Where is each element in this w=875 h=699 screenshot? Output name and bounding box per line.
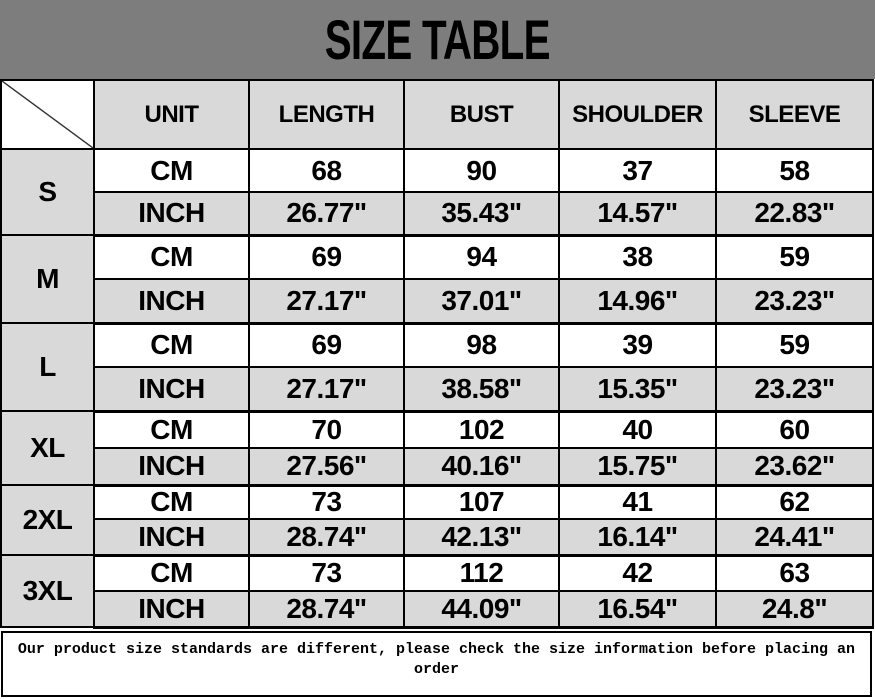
- unit-cell: CM: [93, 234, 250, 280]
- size-label-cell: M: [0, 234, 95, 324]
- value-cell: 35.43": [403, 191, 560, 237]
- value-cell: 15.35": [558, 366, 717, 413]
- value-cell: 102: [403, 410, 560, 449]
- value-cell: 70: [248, 410, 405, 449]
- table-row: XL CM 70 102 40 60: [0, 410, 874, 486]
- unit-cell: INCH: [93, 191, 250, 237]
- size-label-cell: S: [0, 148, 95, 236]
- value-cell: 37.01": [403, 278, 560, 325]
- value-cell: 14.57": [558, 191, 717, 237]
- value-cell: 27.17": [248, 366, 405, 413]
- value-cell: 24.41": [715, 518, 874, 557]
- value-cell: 40.16": [403, 447, 560, 487]
- value-cell: 23.23": [715, 278, 874, 325]
- corner-diagonal-cell: [0, 79, 95, 150]
- column-header-unit: UNIT: [93, 79, 250, 150]
- unit-cell: INCH: [93, 278, 250, 325]
- value-cell: 24.8": [715, 590, 874, 629]
- value-cell: 26.77": [248, 191, 405, 237]
- unit-cell: INCH: [93, 366, 250, 413]
- table-row: INCH 27.17" 37.01" 14.96" 23.23": [1, 278, 874, 325]
- title-bar: SIZE TABLE: [0, 0, 875, 79]
- value-cell: 39: [558, 322, 717, 368]
- column-header-bust: BUST: [403, 79, 560, 150]
- table-row: INCH 28.74" 44.09" 16.54" 24.8": [1, 590, 874, 629]
- value-cell: 15.75": [558, 447, 717, 487]
- page-title: SIZE TABLE: [324, 8, 551, 71]
- value-cell: 38.58": [403, 366, 560, 413]
- size-table-body: S CM 68 90 37 58 INCH 26.77" 35.43" 14.57" 22.83" M…: [0, 148, 874, 629]
- value-cell: 22.83": [715, 191, 874, 237]
- unit-cell: INCH: [93, 518, 250, 557]
- value-cell: 28.74": [248, 590, 405, 629]
- unit-cell: CM: [93, 554, 250, 592]
- value-cell: 23.23": [715, 366, 874, 413]
- value-cell: 69: [248, 322, 405, 368]
- size-label-cell: XL: [0, 410, 95, 486]
- value-cell: 73: [248, 554, 405, 592]
- value-cell: 90: [403, 148, 560, 193]
- table-row: S CM 68 90 37 58: [0, 148, 874, 236]
- footer-note: Our product size standards are different…: [1, 630, 872, 697]
- table-row: 2XL CM 73 107 41 62: [0, 484, 874, 556]
- value-cell: 38: [558, 234, 717, 280]
- value-cell: 27.56": [248, 447, 405, 487]
- value-cell: 94: [403, 234, 560, 280]
- column-header-length: LENGTH: [248, 79, 405, 150]
- value-cell: 37: [558, 148, 717, 193]
- value-cell: 44.09": [403, 590, 560, 629]
- value-cell: 41: [558, 484, 717, 520]
- value-cell: 112: [403, 554, 560, 592]
- value-cell: 69: [248, 234, 405, 280]
- unit-cell: CM: [93, 148, 250, 193]
- column-header-sleeve: SLEEVE: [715, 79, 874, 150]
- value-cell: 59: [715, 322, 874, 368]
- unit-cell: INCH: [93, 590, 250, 629]
- size-label-cell: L: [0, 322, 95, 412]
- unit-cell: CM: [93, 322, 250, 368]
- value-cell: 42: [558, 554, 717, 592]
- table-row: INCH 26.77" 35.43" 14.57" 22.83": [1, 191, 874, 237]
- table-row: INCH 27.17" 38.58" 15.35" 23.23": [1, 366, 874, 413]
- value-cell: 28.74": [248, 518, 405, 557]
- value-cell: 62: [715, 484, 874, 520]
- column-header-shoulder: SHOULDER: [558, 79, 717, 150]
- value-cell: 58: [715, 148, 874, 193]
- value-cell: 42.13": [403, 518, 560, 557]
- value-cell: 16.14": [558, 518, 717, 557]
- size-label-cell: 2XL: [0, 484, 95, 556]
- unit-cell: CM: [93, 410, 250, 449]
- value-cell: 16.54": [558, 590, 717, 629]
- table-row: INCH 27.56" 40.16" 15.75" 23.62": [1, 447, 874, 487]
- table-row: L CM 69 98 39 59: [0, 322, 874, 412]
- value-cell: 14.96": [558, 278, 717, 325]
- unit-cell: INCH: [93, 447, 250, 487]
- table-row: INCH 28.74" 42.13" 16.14" 24.41": [1, 518, 874, 557]
- table-row: 3XL CM 73 112 42 63: [0, 554, 874, 628]
- value-cell: 40: [558, 410, 717, 449]
- size-label-cell: 3XL: [0, 554, 95, 628]
- value-cell: 107: [403, 484, 560, 520]
- value-cell: 98: [403, 322, 560, 368]
- value-cell: 59: [715, 234, 874, 280]
- header-row: UNIT LENGTH BUST SHOULDER SLEEVE: [0, 79, 874, 150]
- table-row: M CM 69 94 38 59: [0, 234, 874, 324]
- value-cell: 68: [248, 148, 405, 193]
- value-cell: 63: [715, 554, 874, 592]
- value-cell: 27.17": [248, 278, 405, 325]
- value-cell: 23.62": [715, 447, 874, 487]
- diagonal-line-icon: [2, 81, 93, 148]
- value-cell: 73: [248, 484, 405, 520]
- size-table: UNIT LENGTH BUST SHOULDER SLEEVE S CM 68 90…: [0, 79, 874, 629]
- value-cell: 60: [715, 410, 874, 449]
- unit-cell: CM: [93, 484, 250, 520]
